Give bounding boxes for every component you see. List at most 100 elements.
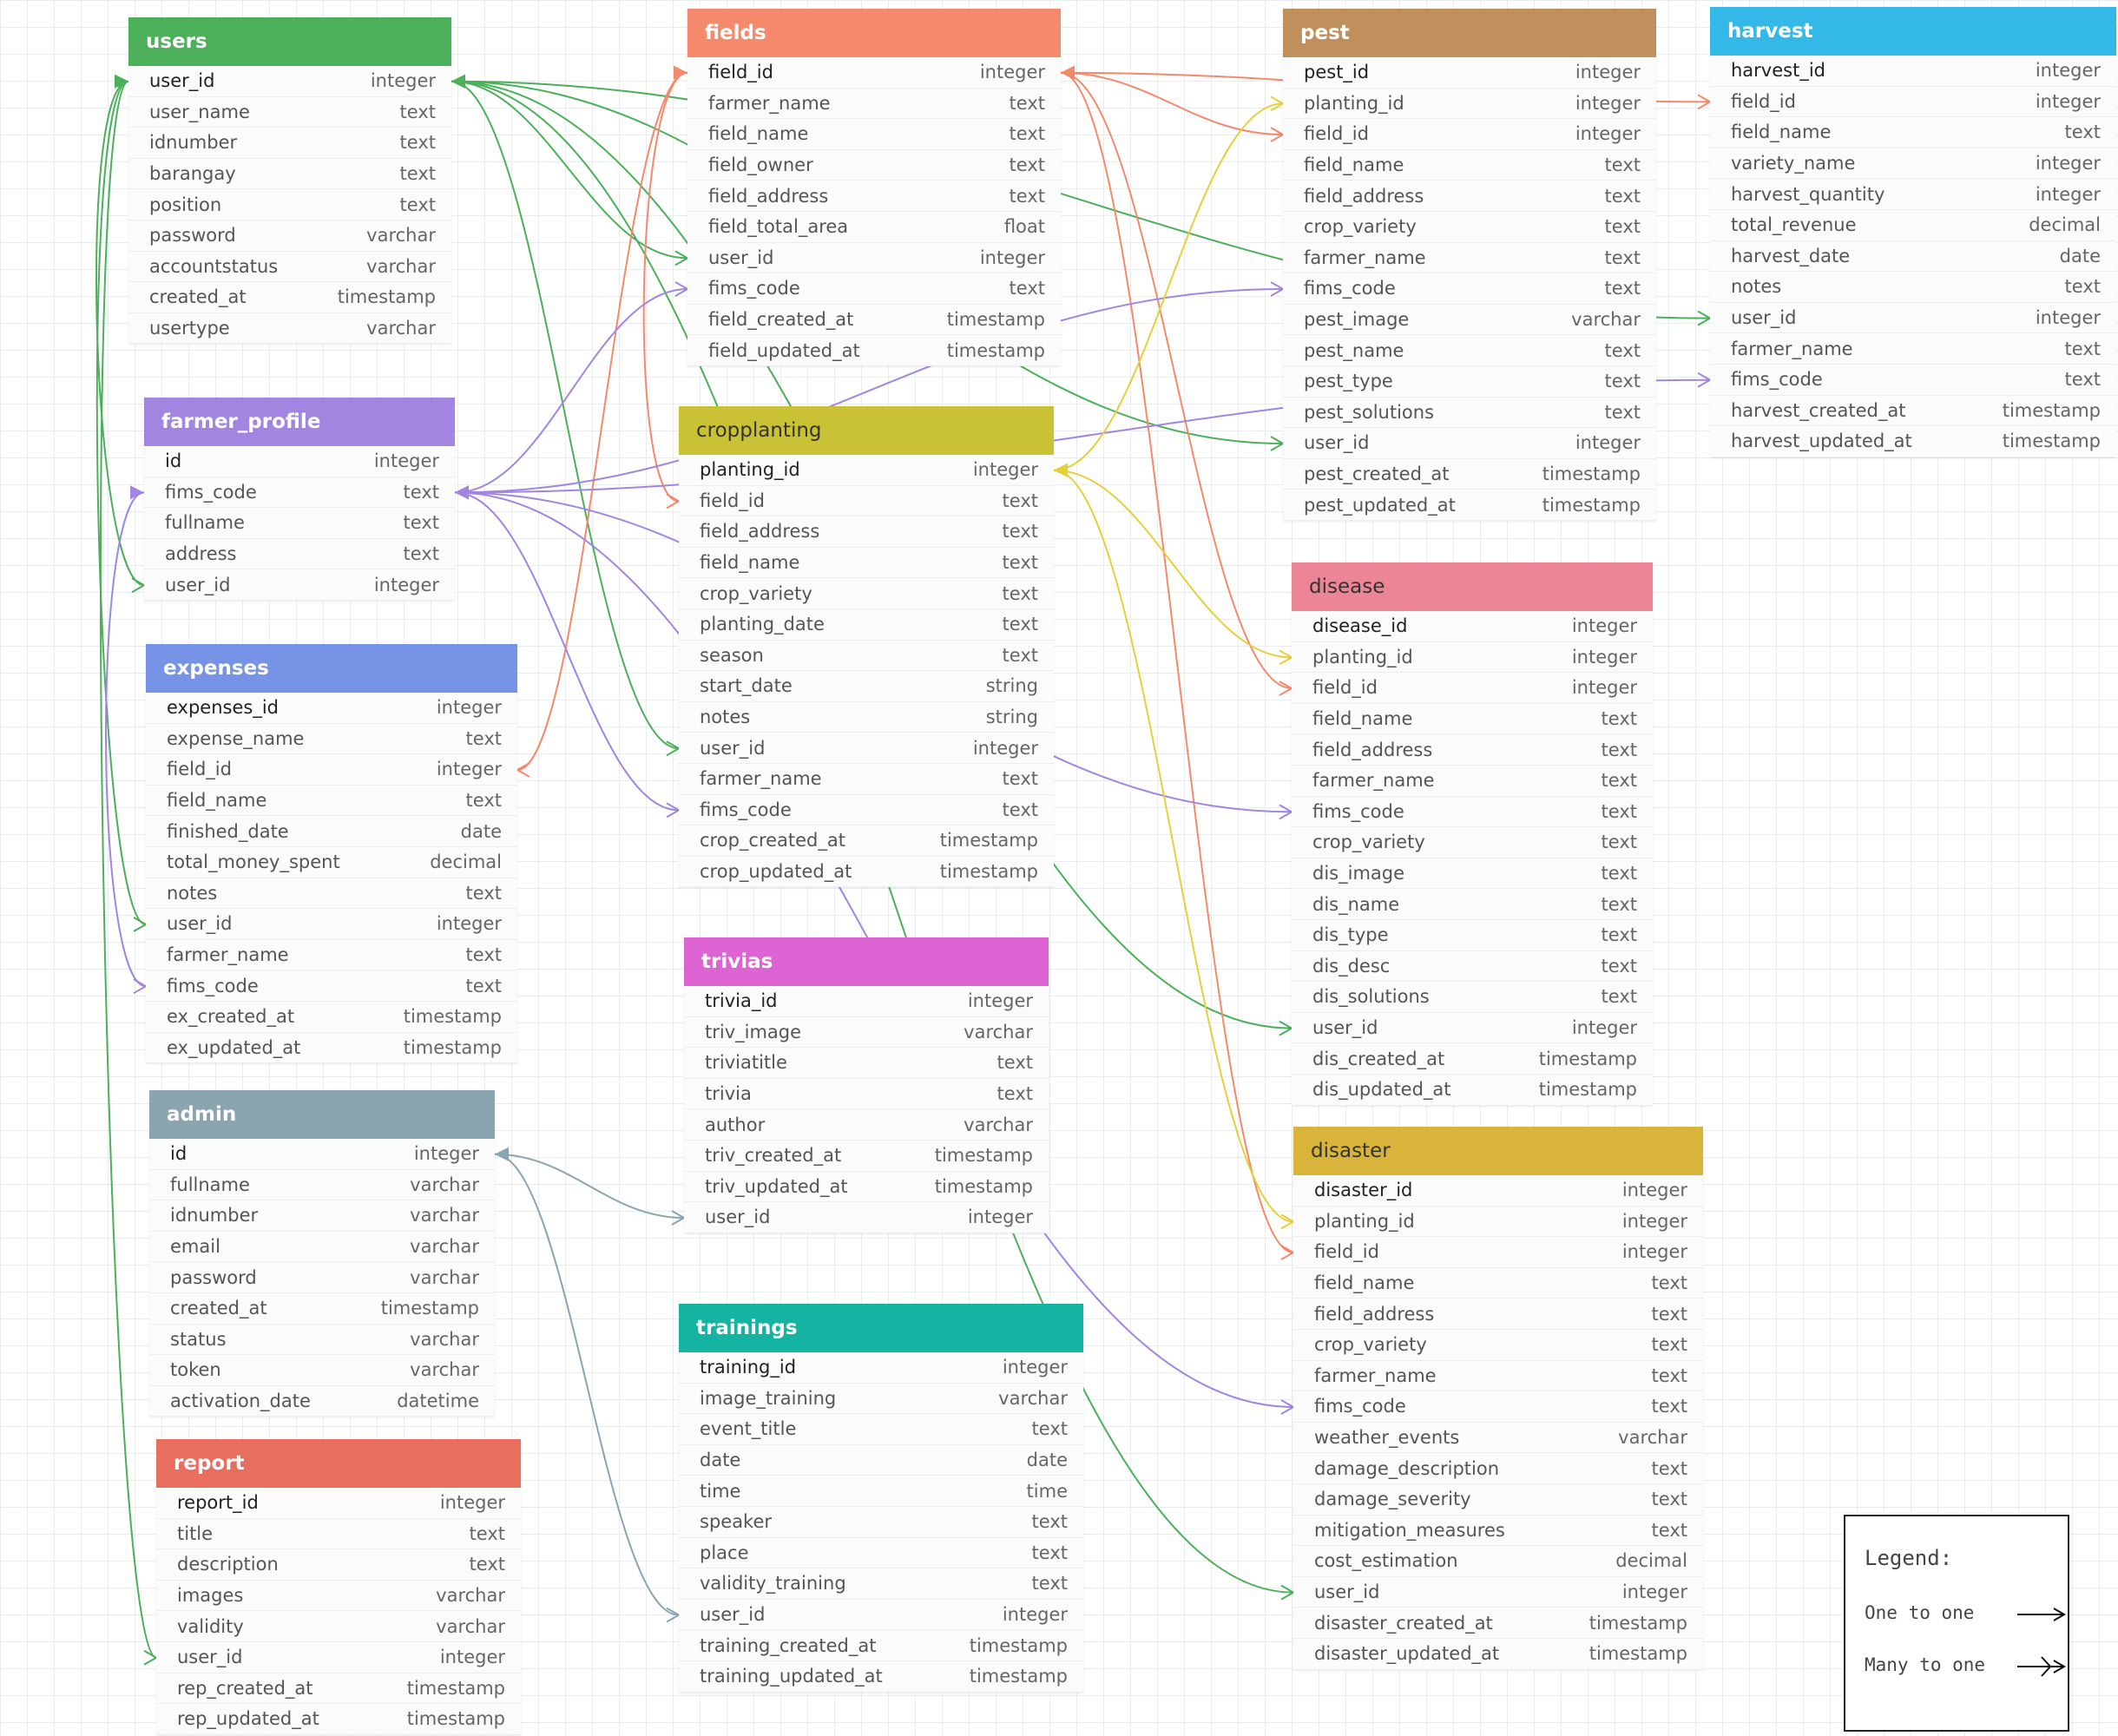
column-row[interactable]: image_training varchar xyxy=(679,1384,1083,1415)
column-row[interactable]: field_address text xyxy=(1292,734,1653,766)
column-row[interactable]: notes text xyxy=(1710,272,2116,303)
column-row[interactable]: field_id integer xyxy=(146,754,517,786)
column-row[interactable]: time time xyxy=(679,1476,1083,1507)
column-row[interactable]: user_name text xyxy=(128,97,451,128)
column-row[interactable]: fims_code text xyxy=(679,795,1054,826)
column-row[interactable]: fullname varchar xyxy=(149,1170,495,1201)
column-row[interactable]: field_total_area float xyxy=(687,212,1061,243)
table-harvest[interactable]: harvest harvest_id integer field_id integer f… xyxy=(1710,7,2116,457)
column-row[interactable]: total_revenue decimal xyxy=(1710,210,2116,241)
column-row[interactable]: total_money_spent decimal xyxy=(146,847,517,878)
column-row[interactable]: field_id integer xyxy=(1292,673,1653,704)
column-row[interactable]: user_id integer xyxy=(1293,1577,1703,1608)
column-row[interactable]: damage_description text xyxy=(1293,1453,1703,1484)
column-row[interactable]: notes string xyxy=(679,702,1054,733)
column-row[interactable]: pest_name text xyxy=(1283,335,1656,366)
column-row[interactable]: harvest_created_at timestamp xyxy=(1710,396,2116,427)
column-row[interactable]: weather_events varchar xyxy=(1293,1423,1703,1454)
column-row[interactable]: field_name text xyxy=(146,786,517,817)
column-row[interactable]: expense_name text xyxy=(146,724,517,755)
column-row[interactable]: field_address text xyxy=(687,181,1061,212)
column-row[interactable]: disease_id integer xyxy=(1292,611,1653,642)
column-row[interactable]: crop_created_at timestamp xyxy=(679,825,1054,857)
column-row[interactable]: ex_updated_at timestamp xyxy=(146,1033,517,1064)
column-row[interactable]: description text xyxy=(156,1549,521,1581)
column-row[interactable]: fims_code text xyxy=(1293,1391,1703,1423)
column-row[interactable]: crop_variety text xyxy=(679,578,1054,609)
column-row[interactable]: field_id integer xyxy=(1293,1237,1703,1268)
column-row[interactable]: start_date string xyxy=(679,671,1054,702)
column-row[interactable]: user_id integer xyxy=(679,733,1054,764)
column-row[interactable]: mitigation_measures text xyxy=(1293,1516,1703,1547)
table-farmer_profile[interactable]: farmer_profile id integer fims_code text full… xyxy=(144,398,455,601)
column-row[interactable]: trivia_id integer xyxy=(684,986,1049,1017)
column-row[interactable]: dis_solutions text xyxy=(1292,982,1653,1013)
column-row[interactable]: fims_code text xyxy=(687,273,1061,305)
column-row[interactable]: field_name text xyxy=(1293,1268,1703,1299)
column-row[interactable]: password varchar xyxy=(149,1262,495,1293)
column-row[interactable]: validity_training text xyxy=(679,1568,1083,1600)
column-row[interactable]: finished_date date xyxy=(146,816,517,847)
column-row[interactable]: farmer_name text xyxy=(1283,243,1656,274)
column-row[interactable]: title text xyxy=(156,1519,521,1550)
table-fields[interactable]: fields field_id integer farmer_name text fiel… xyxy=(687,9,1061,366)
column-row[interactable]: pest_type text xyxy=(1283,366,1656,398)
column-row[interactable]: triviatitle text xyxy=(684,1048,1049,1079)
column-row[interactable]: field_address text xyxy=(1283,181,1656,212)
column-row[interactable]: field_name text xyxy=(1283,150,1656,181)
column-row[interactable]: fims_code text xyxy=(1292,797,1653,828)
column-row[interactable]: rep_updated_at timestamp xyxy=(156,1704,521,1735)
column-row[interactable]: field_address text xyxy=(679,516,1054,548)
column-row[interactable]: images varchar xyxy=(156,1581,521,1612)
column-row[interactable]: activation_date datetime xyxy=(149,1386,495,1417)
column-row[interactable]: harvest_id integer xyxy=(1710,56,2116,87)
table-header-users[interactable]: users xyxy=(128,17,451,66)
column-row[interactable]: status varchar xyxy=(149,1325,495,1356)
column-row[interactable]: fims_code text xyxy=(1710,365,2116,396)
column-row[interactable]: planting_id integer xyxy=(1293,1207,1703,1238)
column-row[interactable]: idnumber text xyxy=(128,128,451,159)
column-row[interactable]: triv_image varchar xyxy=(684,1017,1049,1049)
column-row[interactable]: farmer_name text xyxy=(679,764,1054,795)
table-disease[interactable]: disease disease_id integer planting_id integ… xyxy=(1292,562,1653,1106)
column-row[interactable]: pest_updated_at timestamp xyxy=(1283,490,1656,521)
column-row[interactable]: field_id integer xyxy=(1710,87,2116,118)
column-row[interactable]: email varchar xyxy=(149,1232,495,1263)
table-header-fields[interactable]: fields xyxy=(687,9,1061,57)
column-row[interactable]: dis_created_at timestamp xyxy=(1292,1043,1653,1075)
column-row[interactable]: planting_id integer xyxy=(1283,89,1656,120)
column-row[interactable]: idnumber varchar xyxy=(149,1200,495,1232)
table-disaster[interactable]: disaster disaster_id integer planting_id int… xyxy=(1293,1127,1703,1670)
column-row[interactable]: crop_updated_at timestamp xyxy=(679,857,1054,888)
column-row[interactable]: farmer_name text xyxy=(1292,766,1653,797)
column-row[interactable]: field_name text xyxy=(1710,117,2116,148)
column-row[interactable]: field_id integer xyxy=(687,57,1061,89)
column-row[interactable]: dis_updated_at timestamp xyxy=(1292,1075,1653,1106)
table-cropplanting[interactable]: cropplanting planting_id integer field_id te… xyxy=(679,406,1054,888)
column-row[interactable]: planting_date text xyxy=(679,609,1054,641)
column-row[interactable]: dis_image text xyxy=(1292,858,1653,890)
table-header-disease[interactable]: disease xyxy=(1292,562,1653,611)
column-row[interactable]: variety_name integer xyxy=(1710,148,2116,180)
column-row[interactable]: dis_name text xyxy=(1292,889,1653,920)
column-row[interactable]: field_id integer xyxy=(1283,119,1656,150)
table-header-report[interactable]: report xyxy=(156,1439,521,1488)
column-row[interactable]: author varchar xyxy=(684,1109,1049,1141)
column-row[interactable]: training_created_at timestamp xyxy=(679,1630,1083,1661)
column-row[interactable]: training_id integer xyxy=(679,1352,1083,1384)
column-row[interactable]: position text xyxy=(128,189,451,220)
column-row[interactable]: trivia text xyxy=(684,1079,1049,1110)
column-row[interactable]: user_id integer xyxy=(146,909,517,940)
table-header-admin[interactable]: admin xyxy=(149,1090,495,1139)
column-row[interactable]: report_id integer xyxy=(156,1488,521,1519)
table-header-cropplanting[interactable]: cropplanting xyxy=(679,406,1054,455)
table-header-pest[interactable]: pest xyxy=(1283,9,1656,57)
column-row[interactable]: fims_code text xyxy=(146,970,517,1002)
column-row[interactable]: harvest_date date xyxy=(1710,241,2116,273)
column-row[interactable]: notes text xyxy=(146,878,517,910)
column-row[interactable]: user_id integer xyxy=(1292,1013,1653,1044)
column-row[interactable]: field_owner text xyxy=(687,150,1061,181)
table-admin[interactable]: admin id integer fullname varchar idnumber var… xyxy=(149,1090,495,1417)
table-users[interactable]: users user_id integer user_name text idnumber… xyxy=(128,17,451,345)
column-row[interactable]: user_id integer xyxy=(679,1600,1083,1631)
